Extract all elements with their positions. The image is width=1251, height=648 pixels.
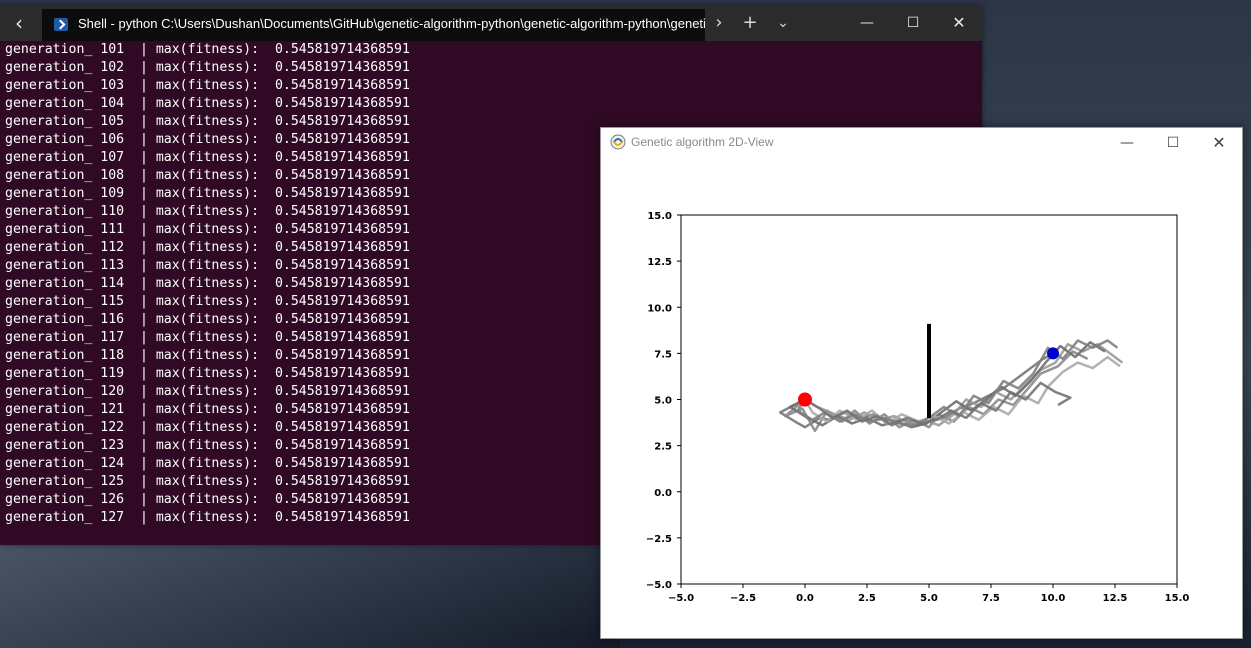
x-tick-label: 2.5 (858, 593, 876, 604)
log-line: generation_ 109 | max(fitness): 0.545819… (5, 186, 410, 201)
log-line: generation_ 116 | max(fitness): 0.545819… (5, 312, 410, 327)
log-line: generation_ 117 | max(fitness): 0.545819… (5, 330, 410, 345)
start-point (798, 392, 812, 407)
path-line (804, 381, 1072, 427)
log-line: generation_ 102 | max(fitness): 0.545819… (5, 60, 410, 75)
log-line: generation_ 105 | max(fitness): 0.545819… (5, 114, 410, 129)
x-tick-label: 7.5 (982, 593, 1000, 604)
plus-icon[interactable]: + (742, 12, 758, 33)
ga-titlebar[interactable]: Genetic algorithm 2D-View — ☐ ✕ (601, 128, 1242, 158)
y-tick-label: 10.0 (647, 303, 672, 314)
y-tick-label: 12.5 (647, 257, 672, 268)
x-tick-label: −2.5 (730, 593, 756, 604)
y-tick-label: −5.0 (646, 580, 672, 591)
log-line: generation_ 111 | max(fitness): 0.545819… (5, 222, 410, 237)
x-tick-label: 15.0 (1165, 593, 1190, 604)
log-line: generation_ 114 | max(fitness): 0.545819… (5, 276, 410, 291)
y-tick-label: −2.5 (646, 534, 672, 545)
log-line: generation_ 118 | max(fitness): 0.545819… (5, 348, 410, 363)
y-tick-label: 15.0 (647, 211, 672, 222)
log-line: generation_ 112 | max(fitness): 0.545819… (5, 240, 410, 255)
minimize-icon[interactable]: — (1120, 135, 1134, 151)
log-line: generation_ 103 | max(fitness): 0.545819… (5, 78, 410, 93)
maximize-icon[interactable]: ☐ (906, 15, 920, 31)
forward-arrow-icon[interactable]: › (715, 12, 723, 33)
log-line: generation_ 127 | max(fitness): 0.545819… (5, 510, 410, 525)
log-line: generation_ 113 | max(fitness): 0.545819… (5, 258, 410, 273)
path-line (783, 350, 1089, 433)
log-line: generation_ 122 | max(fitness): 0.545819… (5, 420, 410, 435)
y-tick-label: 2.5 (654, 442, 672, 453)
log-line: generation_ 104 | max(fitness): 0.545819… (5, 96, 410, 111)
log-line: generation_ 124 | max(fitness): 0.545819… (5, 456, 410, 471)
terminal-tab[interactable]: Shell - python C:\Users\Dushan\Documents… (42, 9, 705, 41)
y-tick-label: 5.0 (654, 396, 672, 407)
terminal-tab-title: Shell - python C:\Users\Dushan\Documents… (78, 16, 705, 31)
y-tick-label: 0.0 (654, 488, 672, 499)
close-icon[interactable]: ✕ (1212, 133, 1226, 152)
python-logo-icon (610, 134, 626, 150)
ga-window-title: Genetic algorithm 2D-View (631, 135, 774, 149)
ga-2d-view-window[interactable]: Genetic algorithm 2D-View — ☐ ✕ −5.0 −2.5… (600, 127, 1243, 639)
x-tick-label: 10.0 (1041, 593, 1066, 604)
chevron-down-icon[interactable]: ⌄ (777, 15, 789, 31)
log-line: generation_ 107 | max(fitness): 0.545819… (5, 150, 410, 165)
log-line: generation_ 120 | max(fitness): 0.545819… (5, 384, 410, 399)
ga-plot: −5.0 −2.5 0.0 2.5 5.0 7.5 10.0 12.5 15.0 −5.0 −2.5… (646, 211, 1190, 604)
desktop-wallpaper (0, 540, 620, 648)
log-line: generation_ 119 | max(fitness): 0.545819… (5, 366, 410, 381)
log-line: generation_ 101 | max(fitness): 0.545819… (5, 42, 410, 57)
x-tick-label: 0.0 (796, 593, 814, 604)
terminal-titlebar[interactable]: ‹ Shell - python C:\Users\Dushan\Documen… (0, 5, 982, 41)
log-line: generation_ 125 | max(fitness): 0.545819… (5, 474, 410, 489)
log-line: generation_ 110 | max(fitness): 0.545819… (5, 204, 410, 219)
x-tick-label: 12.5 (1103, 593, 1128, 604)
back-arrow-icon[interactable]: ‹ (15, 11, 23, 35)
log-line: generation_ 123 | max(fitness): 0.545819… (5, 438, 410, 453)
log-line: generation_ 126 | max(fitness): 0.545819… (5, 492, 410, 507)
maximize-icon[interactable]: ☐ (1166, 135, 1180, 151)
log-line: generation_ 121 | max(fitness): 0.545819… (5, 402, 410, 417)
x-tick-label: 5.0 (920, 593, 938, 604)
powershell-icon (54, 18, 68, 31)
x-tick-label: −5.0 (668, 593, 694, 604)
goal-point (1047, 347, 1059, 360)
log-line: generation_ 108 | max(fitness): 0.545819… (5, 168, 410, 183)
minimize-icon[interactable]: — (860, 15, 874, 31)
log-line: generation_ 106 | max(fitness): 0.545819… (5, 132, 410, 147)
close-icon[interactable]: ✕ (952, 13, 966, 32)
log-line: generation_ 115 | max(fitness): 0.545819… (5, 294, 410, 309)
terminal-output[interactable]: generation_ 101 | max(fitness): 0.545819… (5, 41, 975, 541)
y-tick-label: 7.5 (654, 349, 672, 360)
